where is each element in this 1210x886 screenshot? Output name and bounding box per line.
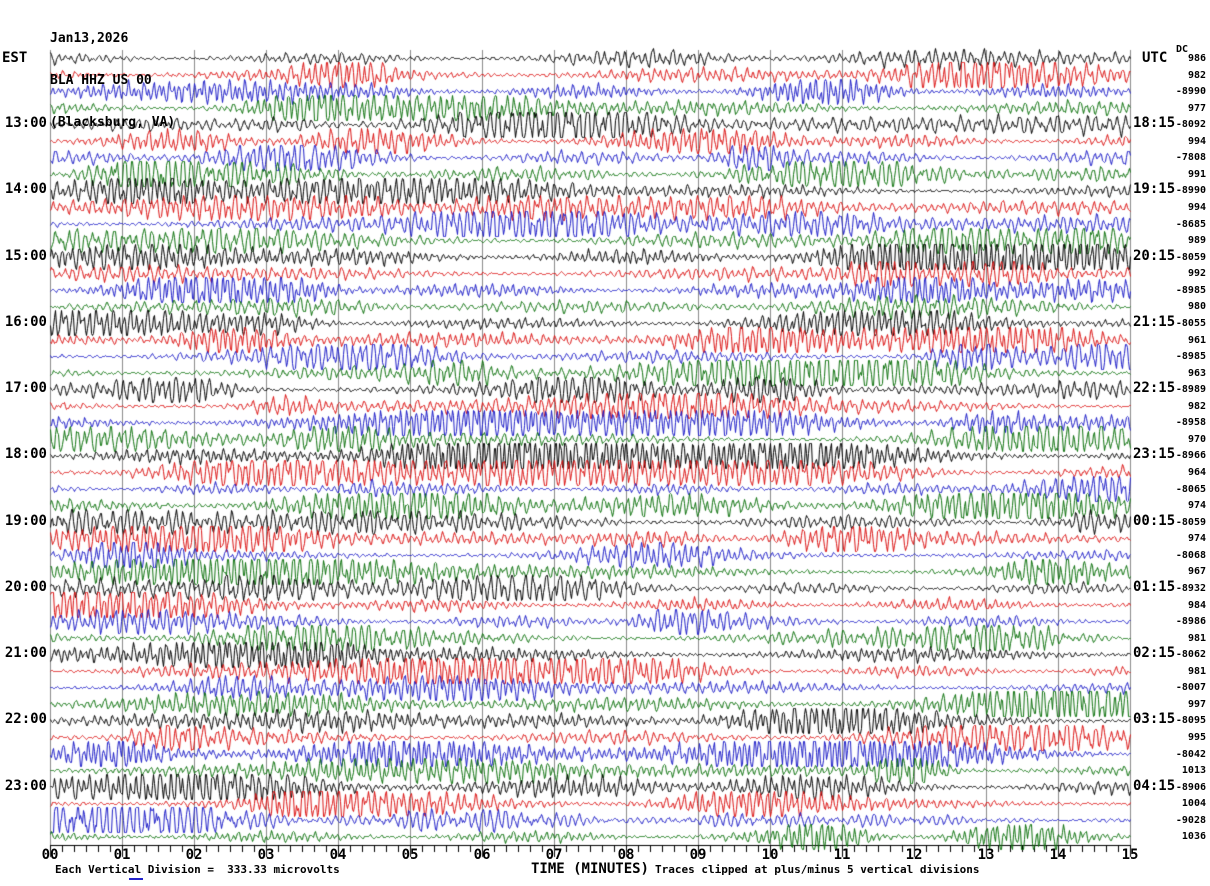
dc-value: -9028	[1175, 814, 1206, 826]
dc-value: 967	[1187, 566, 1206, 578]
header-date: Jan13,2026	[50, 31, 129, 46]
est-hour-label: 17:00	[4, 380, 47, 397]
dc-column-header: DC	[1176, 44, 1189, 55]
utc-hour-label: 19:15	[1133, 181, 1176, 198]
dc-value: -8985	[1175, 284, 1206, 296]
dc-value: 984	[1187, 599, 1206, 611]
dc-value: -8059	[1175, 516, 1206, 528]
dc-value: -8989	[1175, 384, 1206, 396]
est-hour-label: 13:00	[4, 115, 47, 132]
dc-value: -8007	[1175, 682, 1206, 694]
x-tick-label: 13	[977, 847, 995, 863]
dc-value: 1013	[1181, 765, 1206, 777]
dc-value: 977	[1187, 102, 1206, 114]
utc-hour-label: 03:15	[1133, 711, 1176, 728]
header-station-code: BLA HHZ US 00	[50, 73, 152, 88]
est-hour-label: 20:00	[4, 578, 47, 595]
utc-hour-label: 22:15	[1133, 380, 1176, 397]
x-tick-label: 06	[473, 847, 491, 863]
left-timezone-label: EST	[2, 50, 28, 66]
plot-header: Jan13,2026 BLA HHZ US 00 (Blacksburg, VA…	[50, 4, 175, 158]
dc-value: 994	[1187, 202, 1206, 213]
dc-value: -8042	[1175, 748, 1206, 760]
dc-value: 995	[1187, 732, 1206, 743]
dc-value: 994	[1187, 135, 1206, 147]
dc-value: -8958	[1175, 417, 1206, 429]
utc-hour-label: 02:15	[1133, 645, 1176, 662]
dc-value: 963	[1187, 367, 1206, 379]
dc-value: 986	[1187, 52, 1206, 64]
dc-value: -8062	[1175, 649, 1206, 661]
utc-hour-label: 04:15	[1133, 777, 1176, 794]
dc-value: -8068	[1175, 549, 1206, 561]
x-tick-label: 15	[1121, 847, 1139, 863]
right-timezone-label: UTC	[1142, 50, 1168, 66]
dc-value: -8990	[1175, 86, 1206, 98]
est-hour-label: 18:00	[4, 446, 47, 463]
dc-value: 1036	[1181, 831, 1206, 843]
est-hour-label: 14:00	[4, 181, 47, 198]
dc-value: 961	[1187, 334, 1206, 346]
dc-value: -8985	[1175, 351, 1206, 363]
header-station-location: (Blacksburg, VA)	[50, 115, 176, 130]
x-tick-label: 11	[833, 847, 851, 863]
est-hour-label: 15:00	[4, 247, 47, 264]
x-tick-label: 02	[185, 847, 203, 863]
dc-value: 974	[1187, 500, 1206, 512]
dc-value: -8932	[1175, 582, 1206, 594]
x-tick-label: 03	[257, 847, 275, 863]
dc-value: -8095	[1175, 715, 1206, 727]
est-hour-label: 21:00	[4, 645, 47, 662]
dc-value: 992	[1187, 268, 1206, 280]
x-tick-label: 14	[1049, 847, 1067, 863]
x-tick-label: 10	[761, 847, 779, 863]
dc-value: 1004	[1181, 798, 1206, 810]
dc-value: -8055	[1175, 317, 1206, 329]
est-hour-label: 23:00	[4, 777, 47, 794]
x-tick-label: 00	[41, 847, 59, 863]
blue-underline-artifact	[129, 878, 143, 880]
utc-hour-label: 01:15	[1133, 578, 1176, 595]
utc-hour-label: 00:15	[1133, 512, 1176, 529]
vertical-division-note: Each Vertical Division = 333.33 microvol…	[55, 863, 340, 876]
dc-value: 974	[1187, 533, 1206, 545]
dc-value: 981	[1187, 632, 1206, 644]
dc-value: -8906	[1175, 781, 1206, 793]
x-tick-label: 08	[617, 847, 635, 863]
x-tick-label: 09	[689, 847, 707, 863]
dc-value: -8092	[1175, 119, 1206, 131]
x-tick-label: 07	[545, 847, 563, 863]
dc-value: 982	[1187, 69, 1206, 81]
dc-value: -8966	[1175, 450, 1206, 462]
dc-value: -8059	[1175, 251, 1206, 263]
utc-hour-label: 20:15	[1133, 247, 1176, 264]
x-tick-label: 05	[401, 847, 419, 863]
dc-value: 989	[1187, 235, 1206, 247]
utc-hour-label: 18:15	[1133, 115, 1176, 132]
dc-value: -8986	[1175, 616, 1206, 628]
est-hour-label: 16:00	[4, 313, 47, 330]
x-axis-title: TIME (MINUTES)	[530, 861, 649, 877]
dc-value: 981	[1187, 665, 1206, 677]
dc-value: 980	[1187, 301, 1206, 313]
dc-value: -7808	[1175, 152, 1206, 164]
x-tick-label: 12	[905, 847, 923, 863]
est-hour-label: 19:00	[4, 512, 47, 529]
dc-value: -8685	[1175, 218, 1206, 230]
utc-hour-label: 23:15	[1133, 446, 1176, 463]
utc-hour-label: 21:15	[1133, 313, 1176, 330]
x-tick-label: 04	[329, 847, 347, 863]
dc-value: 982	[1187, 400, 1206, 412]
dc-value: 970	[1187, 433, 1206, 445]
dc-value: 991	[1187, 168, 1206, 180]
x-tick-label: 01	[113, 847, 131, 863]
clipping-note: Traces clipped at plus/minus 5 vertical …	[655, 863, 980, 876]
est-hour-label: 22:00	[4, 711, 47, 728]
dc-value: -8065	[1175, 483, 1206, 495]
dc-value: 997	[1187, 698, 1206, 710]
dc-value: -8990	[1175, 185, 1206, 197]
dc-value: 964	[1187, 467, 1206, 478]
